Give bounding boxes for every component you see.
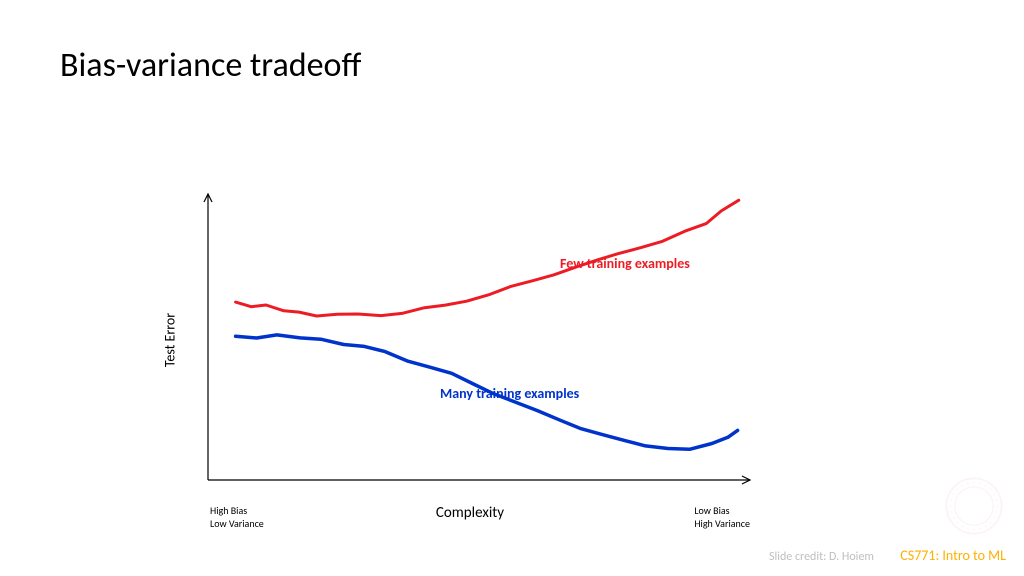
axis-note-left: High Bias Low Variance <box>210 505 264 530</box>
course-label: CS771: Intro to ML <box>900 547 1006 564</box>
slide-title: Bias-variance tradeoff <box>60 45 361 86</box>
axis-note-right: Low Bias High Variance <box>694 505 750 530</box>
axis-note-left-line1: High Bias <box>210 504 247 517</box>
chart-svg <box>180 190 760 490</box>
axis-note-left-line2: Low Variance <box>210 517 264 530</box>
axis-note-right-line2: High Variance <box>694 517 750 530</box>
seal-icon <box>944 476 1004 536</box>
x-axis-label: Complexity <box>436 504 504 522</box>
bias-variance-chart: Test Error Complexity High Bias Low Vari… <box>180 190 760 500</box>
series-label-many: Many training examples <box>440 385 579 402</box>
slide-credit: Slide credit: D. Hoiem <box>769 550 874 564</box>
series-label-few: Few training examples <box>560 255 690 272</box>
axis-note-right-line1: Low Bias <box>694 504 729 517</box>
y-axis-label: Test Error <box>162 313 179 367</box>
